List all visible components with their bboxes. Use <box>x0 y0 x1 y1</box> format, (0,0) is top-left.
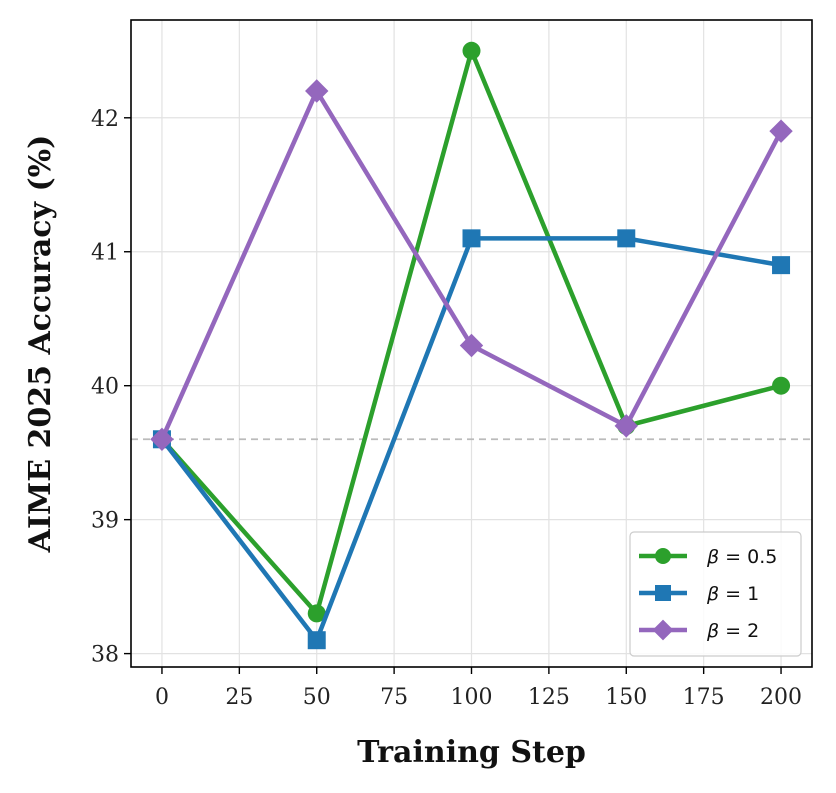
x-tick-label: 125 <box>528 685 570 710</box>
data-point <box>305 79 329 103</box>
x-tick-label: 75 <box>380 685 408 710</box>
legend-marker <box>652 619 674 641</box>
x-tick-label: 175 <box>683 685 725 710</box>
x-axis-title: Training Step <box>357 735 586 770</box>
data-point <box>307 604 326 623</box>
x-tick-label: 100 <box>451 685 493 710</box>
y-tick-label: 38 <box>91 643 119 668</box>
x-tick-label: 200 <box>760 685 802 710</box>
y-tick-label: 39 <box>91 509 119 534</box>
series-diamond <box>150 79 793 451</box>
legend: β = 0.5 β = 1 β = 2 <box>629 531 802 657</box>
data-point <box>769 119 793 143</box>
x-tick-label: 50 <box>303 685 331 710</box>
legend-marker <box>655 585 671 601</box>
data-point <box>772 376 791 395</box>
y-tick-label: 40 <box>91 375 119 400</box>
legend-symbol: β <box>706 546 719 568</box>
legend-symbol: β <box>706 620 719 642</box>
legend-value: = 2 <box>725 620 759 642</box>
legend-label: β = 0.5 <box>706 546 777 568</box>
data-point <box>150 427 174 451</box>
data-point <box>307 631 326 650</box>
legend-label: β = 1 <box>706 583 759 605</box>
data-point <box>617 229 636 248</box>
y-tick-label: 42 <box>91 107 119 132</box>
legend-value: = 1 <box>725 583 759 605</box>
legend-label: β = 2 <box>706 620 759 642</box>
x-tick-label: 25 <box>225 685 253 710</box>
series-group <box>150 41 793 650</box>
legend-marker <box>655 548 671 564</box>
y-tick-label: 41 <box>91 241 119 266</box>
y-axis-title: AIME 2025 Accuracy (%) <box>23 135 58 554</box>
x-tick-label: 150 <box>605 685 647 710</box>
legend-value: = 0.5 <box>725 546 777 568</box>
x-tick-label: 0 <box>155 685 169 710</box>
data-point <box>459 333 484 358</box>
data-point <box>614 414 638 438</box>
data-point <box>772 256 791 275</box>
legend-box <box>629 531 802 657</box>
axis-ticks: 0 25 50 75 100 125 150 175 200 38 39 40 41 42 <box>91 107 802 710</box>
data-point <box>462 229 481 248</box>
legend-symbol: β <box>706 583 719 605</box>
data-point <box>462 41 481 60</box>
